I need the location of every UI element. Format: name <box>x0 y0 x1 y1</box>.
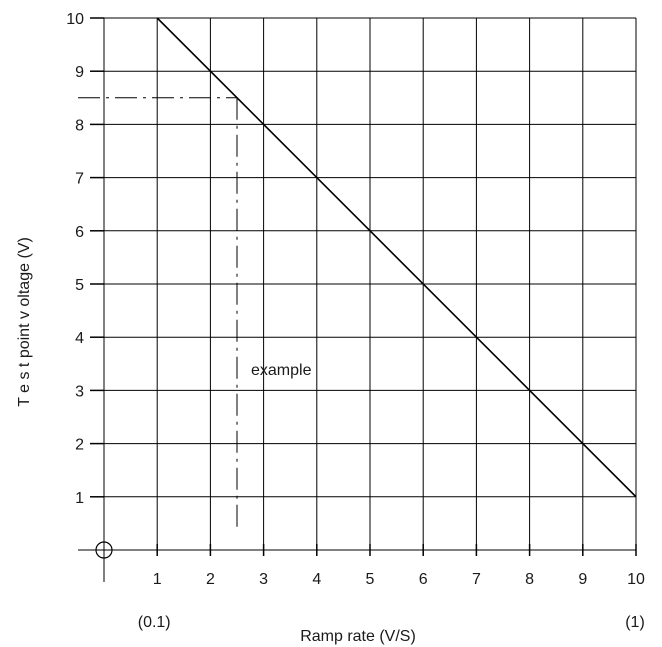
ticks <box>90 17 637 556</box>
x-tick-label-2: 2 <box>206 571 215 588</box>
x-tick-label-4: 4 <box>312 571 321 588</box>
y-tick-label-9: 9 <box>75 64 84 81</box>
example-guides <box>78 97 238 528</box>
y-tick-label-3: 3 <box>75 383 84 400</box>
y-axis-title: T e s t point v oltage (V) <box>16 237 33 407</box>
y-tick-label-6: 6 <box>75 224 84 241</box>
x-tick-label-10: 10 <box>627 571 645 588</box>
annotation-example: example <box>251 362 312 379</box>
x-tick-label-7: 7 <box>472 571 481 588</box>
y-tick-label-8: 8 <box>75 117 84 134</box>
y-tick-label-10: 10 <box>66 11 84 28</box>
series <box>156 17 637 498</box>
x-tick-label-5: 5 <box>366 571 375 588</box>
x-tick-label-3: 3 <box>259 571 268 588</box>
x-axis-title: Ramp rate (V/S) <box>300 628 416 645</box>
y-tick-label-4: 4 <box>75 330 84 347</box>
x-range-max-label: (1) <box>625 614 645 631</box>
x-tick-label-6: 6 <box>419 571 428 588</box>
y-tick-label-7: 7 <box>75 171 84 188</box>
x-tick-label-9: 9 <box>578 571 587 588</box>
tick-labels: 1 2 3 4 5 6 7 8 9 10 1 2 3 4 5 6 7 8 9 10 <box>66 11 645 588</box>
texts: Ramp rate (V/S) T e s t point v oltage (… <box>16 237 645 645</box>
series-line-0 <box>156 17 637 498</box>
x-tick-label-8: 8 <box>525 571 534 588</box>
grid <box>104 17 637 550</box>
axes <box>78 18 636 582</box>
y-tick-label-1: 1 <box>75 490 84 507</box>
y-tick-label-5: 5 <box>75 277 84 294</box>
origin-circle <box>95 541 113 559</box>
x-range-min-label: (0.1) <box>138 614 171 631</box>
y-tick-label-2: 2 <box>75 437 84 454</box>
x-tick-label-1: 1 <box>153 571 162 588</box>
